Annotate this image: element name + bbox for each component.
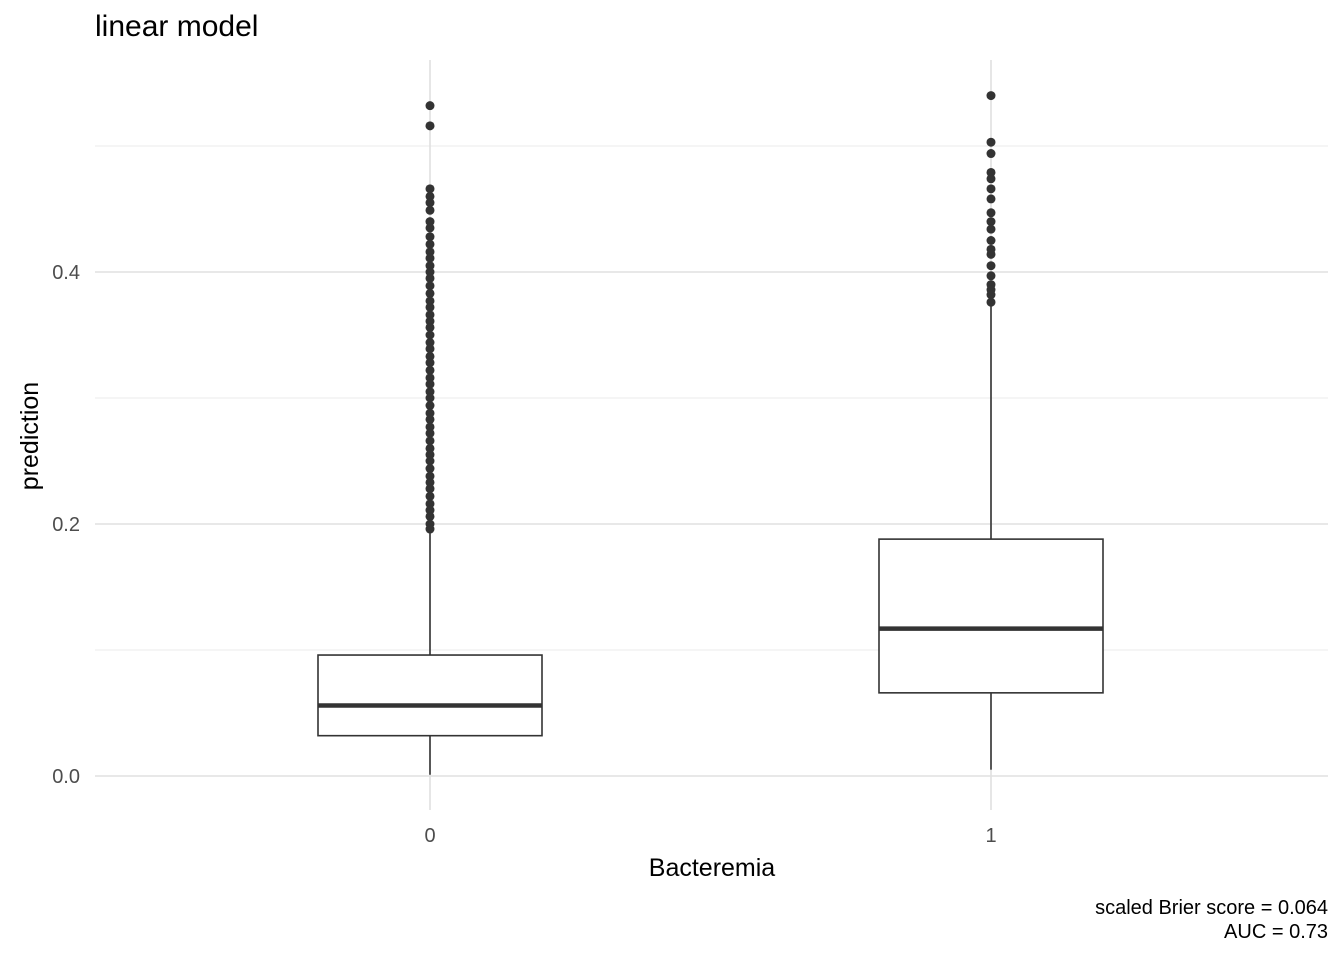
outlier-point (425, 184, 435, 194)
outlier-point (425, 484, 435, 494)
outlier-point (425, 288, 435, 298)
outlier-point (425, 205, 435, 215)
outlier-point (425, 471, 435, 481)
outlier-point (425, 198, 435, 208)
outlier-point (425, 477, 435, 487)
outlier-point (425, 253, 435, 263)
outlier-point (425, 232, 435, 242)
x-axis-label: Bacteremia (649, 854, 776, 882)
auc-annotation: AUC = 0.73 (1224, 921, 1328, 943)
outlier-point (986, 224, 996, 234)
outlier-point (425, 393, 435, 403)
outlier-point (425, 358, 435, 368)
outlier-point (986, 184, 996, 194)
outlier-point (425, 511, 435, 521)
outlier-point (986, 290, 996, 300)
box-1 (878, 91, 1104, 770)
x-tick-label-1: 1 (985, 825, 996, 847)
outlier-point (986, 167, 996, 177)
box-0 (317, 101, 543, 775)
chart-title: linear model (95, 10, 259, 43)
outlier-point (425, 524, 435, 534)
outlier-point (425, 428, 435, 438)
outlier-point (425, 273, 435, 283)
x-tick-label-0: 0 (424, 825, 435, 847)
boxes (317, 91, 1104, 775)
outlier-point (425, 217, 435, 227)
y-tick-label-0: 0.0 (52, 766, 80, 788)
axes: 0.0 0.2 0.4 0 1 (52, 262, 996, 847)
outlier-point (425, 191, 435, 201)
iqr-box (878, 538, 1104, 694)
y-tick-label-1: 0.2 (52, 514, 80, 536)
outlier-point (986, 174, 996, 184)
outlier-point (986, 208, 996, 218)
outlier-point (425, 408, 435, 418)
outlier-point (425, 247, 435, 257)
outlier-point (986, 249, 996, 259)
outlier-point (425, 330, 435, 340)
outlier-point (425, 281, 435, 291)
outlier-point (425, 310, 435, 320)
outlier-point (986, 236, 996, 245)
outlier-point (986, 297, 996, 307)
outlier-point (986, 261, 996, 271)
outlier-point (425, 101, 435, 111)
outlier-point (425, 450, 435, 460)
brier-score-annotation: scaled Brier score = 0.064 (1095, 897, 1328, 919)
outlier-point (425, 296, 435, 306)
chart-caption: scaled Brier score = 0.064 AUC = 0.73 (1095, 896, 1328, 944)
gridlines (95, 60, 1328, 810)
outlier-point (425, 491, 435, 501)
outlier-point (425, 387, 435, 397)
outlier-point (425, 414, 435, 424)
outlier-point (425, 464, 435, 474)
y-axis-label: prediction (16, 382, 44, 490)
outlier-point (425, 373, 435, 383)
outlier-point (425, 422, 435, 432)
y-tick-label-2: 0.4 (52, 262, 80, 284)
outlier-point (425, 456, 435, 466)
outlier-point (986, 91, 996, 101)
outlier-point (425, 223, 435, 233)
outlier-point (425, 443, 435, 453)
outlier-point (425, 505, 435, 515)
outlier-point (986, 271, 996, 281)
outlier-point (425, 338, 435, 348)
outlier-point (425, 239, 435, 249)
outlier-point (425, 436, 435, 446)
outlier-point (986, 194, 996, 204)
outlier-point (425, 302, 435, 312)
outlier-point (425, 316, 435, 326)
outlier-point (425, 401, 435, 411)
iqr-box (317, 654, 543, 737)
outlier-point (986, 137, 996, 147)
outlier-point (425, 267, 435, 277)
outlier-point (425, 499, 435, 509)
outlier-point (425, 365, 435, 375)
outlier-point (425, 351, 435, 361)
outlier-point (425, 121, 435, 131)
outlier-point (425, 379, 435, 389)
outlier-point (986, 217, 996, 227)
outlier-point (425, 344, 435, 354)
outlier-point (425, 322, 435, 332)
outlier-point (425, 261, 435, 271)
outlier-point (986, 149, 996, 159)
